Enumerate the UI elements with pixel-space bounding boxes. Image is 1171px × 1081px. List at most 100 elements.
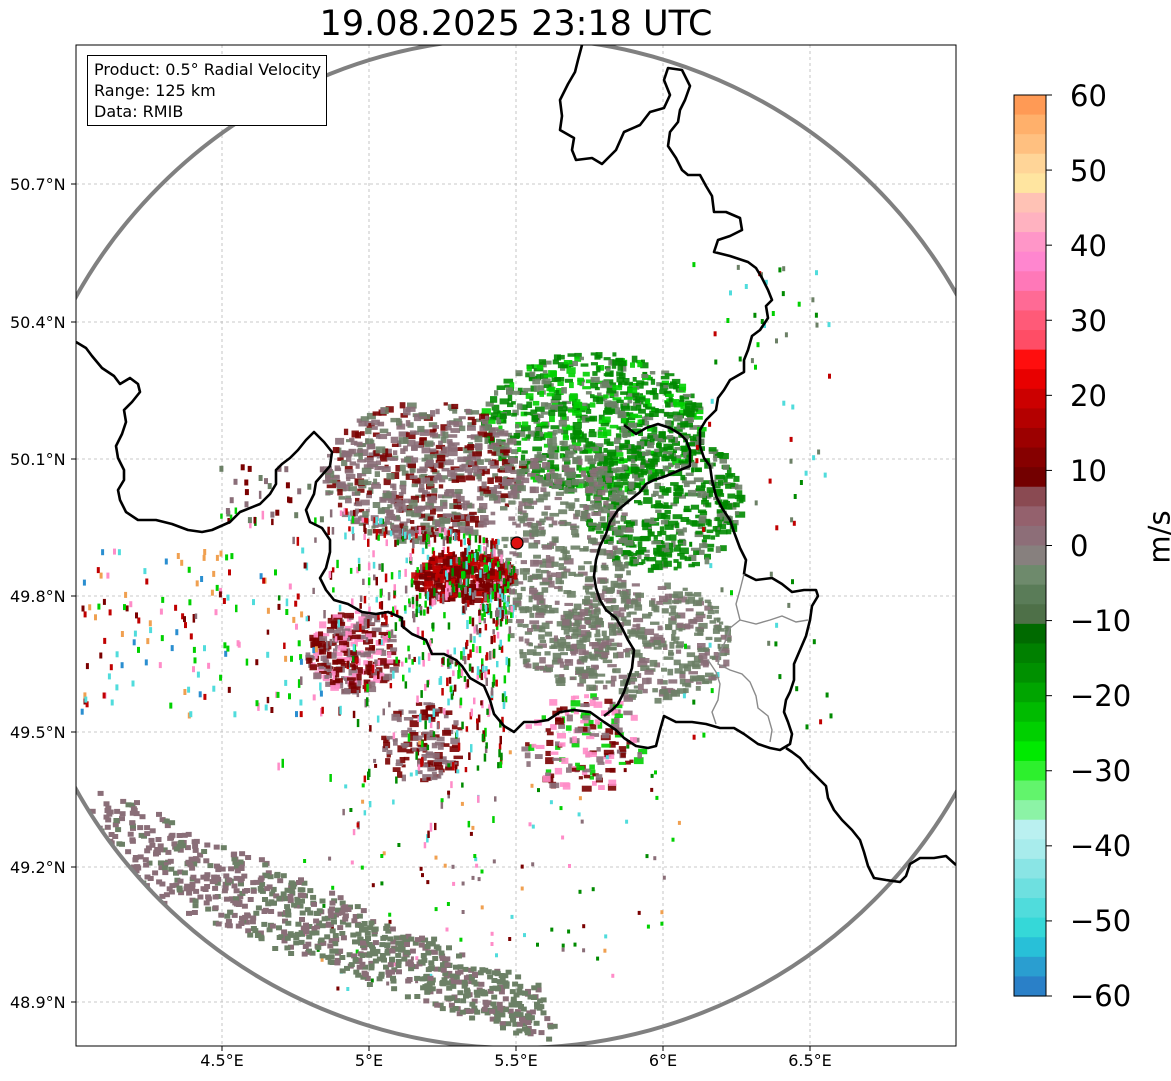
echo-clutter [578, 889, 582, 894]
echo-spoke [446, 536, 449, 544]
echo-cell-outbound [454, 515, 461, 520]
echo-cell-outbound [432, 463, 442, 468]
echo-spoke [507, 581, 510, 589]
echo-cell-inbound [705, 543, 715, 548]
echo-cell-outbound [345, 498, 352, 504]
echo-cell-zero [665, 625, 672, 631]
echo-spoke [431, 547, 435, 554]
echo-band [168, 889, 175, 895]
echo-spoke [287, 496, 290, 503]
echo-clutter [212, 685, 216, 692]
echo-band [293, 940, 300, 946]
echo-spoke [466, 600, 470, 607]
echo-cell-inbound [494, 390, 499, 396]
echo-cell-zero [565, 635, 573, 640]
echo-cell-zero [566, 471, 577, 479]
echo-cell-outbound [483, 518, 489, 525]
echo-spoke [423, 609, 426, 616]
echo-band [507, 1008, 514, 1014]
echo-cell-inbound [689, 425, 700, 430]
echo-spoke [371, 664, 375, 674]
echo-cell-outbound [518, 465, 527, 469]
echo-cell-outbound [414, 583, 420, 590]
echo-cell-inbound [637, 451, 646, 458]
echo-cell-zero [633, 685, 639, 689]
echo-spoke [432, 708, 436, 717]
echo-cell-outbound [367, 529, 373, 536]
echo-cell-outbound [356, 449, 364, 453]
echo-clutter [83, 611, 87, 618]
echo-band [228, 896, 235, 902]
echo-cell-mixed [601, 743, 611, 748]
echo-cell-mixed [549, 699, 558, 706]
echo-cell-outbound [380, 496, 386, 502]
echo-spoke [319, 682, 322, 691]
echo-cell-zero [529, 486, 536, 493]
echo-cell-mixed [637, 752, 642, 759]
echo-band [156, 879, 163, 885]
echo-cell-outbound [335, 626, 344, 631]
echo-spoke [356, 719, 360, 728]
echo-band [239, 851, 246, 857]
echo-cell-inbound [673, 470, 683, 476]
echo-cell-inbound [624, 439, 630, 446]
echo-cell-inbound [584, 437, 589, 443]
echo-cell-inbound [616, 467, 626, 473]
echo-cell-inbound [652, 563, 663, 571]
echo-cell-outbound [440, 572, 445, 579]
echo-cell-zero [527, 498, 534, 504]
echo-cell-inbound [663, 390, 672, 396]
echo-spoke [463, 656, 467, 665]
echo-cell-inbound [719, 512, 726, 520]
echo-cell-inbound [490, 396, 498, 403]
echo-cell-outbound [449, 503, 458, 509]
echo-clutter [135, 612, 138, 619]
echo-spoke [461, 782, 464, 788]
echo-clutter [285, 609, 289, 615]
echo-cell-zero [530, 458, 537, 465]
echo-cell-outbound [417, 425, 425, 433]
echo-cell-inbound [540, 411, 550, 415]
echo-cell-inbound [618, 409, 626, 415]
echo-cell-zero [524, 502, 532, 508]
echo-cell-outbound [429, 576, 436, 581]
echo-cell-outbound [421, 494, 426, 502]
echo-cell-inbound [539, 390, 544, 397]
echo-cell-zero [544, 505, 551, 510]
echo-cell-inbound [515, 424, 520, 429]
echo-spoke [377, 659, 381, 666]
echo-band [368, 920, 375, 926]
echo-spoke [500, 554, 503, 564]
echo-cell-mixed [549, 773, 555, 778]
echo-cell-outbound [419, 539, 429, 545]
echo-band [431, 949, 438, 955]
echo-cell-outbound [446, 563, 453, 567]
echo-spoke [194, 613, 198, 619]
echo-cell-outbound [432, 425, 439, 429]
echo-spoke [352, 644, 356, 652]
echo-cell-inbound [496, 417, 502, 424]
echo-cell-inbound [673, 566, 678, 571]
echo-cell-inbound [631, 355, 638, 363]
echo-cell-inbound [634, 500, 642, 504]
echo-band [144, 898, 151, 904]
echo-cell-zero [580, 470, 586, 477]
echo-band [288, 944, 294, 950]
echo-cell-zero [509, 551, 517, 555]
echo-cell-inbound [641, 381, 649, 386]
echo-cell-outbound [335, 437, 345, 445]
echo-cell-zero [554, 586, 562, 590]
echo-cell-inbound [595, 530, 604, 534]
echo-cell-zero [602, 585, 608, 592]
echo-spoke [394, 622, 398, 631]
echo-band [238, 921, 245, 926]
echo-cell-inbound [561, 429, 569, 435]
echo-cell-inbound [575, 413, 582, 418]
echo-cell-outbound [444, 459, 454, 466]
echo-cell-inbound [573, 401, 583, 409]
echo-band [96, 863, 103, 869]
echo-cell-inbound [536, 374, 541, 381]
echo-band [348, 962, 355, 968]
echo-cell-mixed [614, 717, 620, 724]
echo-cell-outbound [371, 483, 381, 489]
